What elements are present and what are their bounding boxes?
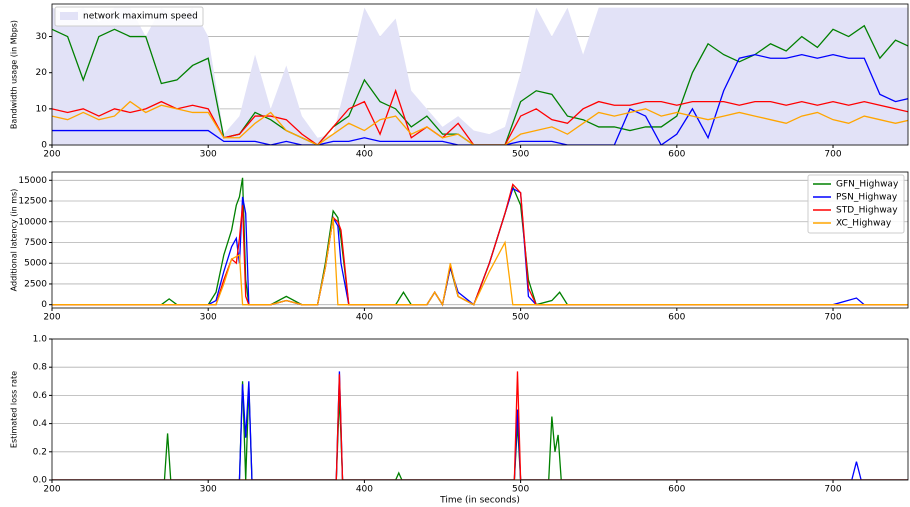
x-tick-label: 400 xyxy=(356,485,373,495)
x-tick-label: 200 xyxy=(43,313,60,323)
y-tick-label: 0 xyxy=(41,141,47,151)
y-axis-label: Estimated loss rate xyxy=(10,371,19,448)
panel: 0.0 0.2 0.4 0.6 0.8 1.0 200 300 400 500 600 700 Esti… xyxy=(10,335,909,506)
x-axis-label: Time (in seconds) xyxy=(439,496,520,506)
plot-area xyxy=(52,7,908,145)
line xyxy=(52,100,908,145)
legend-label: network maximum speed xyxy=(83,12,198,22)
panel: 0 2500 5000 7500 10000 12500 15000 200 300 400 500… xyxy=(10,171,909,323)
plot-area xyxy=(52,177,908,307)
x-tick-label: 300 xyxy=(200,313,217,323)
x-tick-label: 600 xyxy=(668,313,685,323)
x-tick-label: 700 xyxy=(824,313,841,323)
legend-box xyxy=(54,6,204,27)
legend-label: STD_Highway xyxy=(836,206,898,216)
frame xyxy=(51,3,909,146)
x-tick-label: 300 xyxy=(200,150,217,160)
line xyxy=(52,53,908,145)
legend-swatch xyxy=(60,12,78,20)
line xyxy=(52,24,908,145)
x-tick-label: 500 xyxy=(512,150,529,160)
y-axis-label: Bandwidth usage (in Mbps) xyxy=(10,20,19,129)
y-tick-label: 0.0 xyxy=(33,476,48,486)
x-tick-label: 400 xyxy=(356,313,373,323)
x-tick-label: 600 xyxy=(668,150,685,160)
legend-box xyxy=(807,174,905,234)
y-tick-label: 20 xyxy=(36,68,48,78)
x-tick-label: 200 xyxy=(43,485,60,495)
x-tick-label: 300 xyxy=(200,485,217,495)
y-tick-label: 0 xyxy=(41,300,47,310)
y-tick-label: 30 xyxy=(36,32,48,42)
line xyxy=(52,217,908,307)
y-tick-label: 12500 xyxy=(18,197,47,207)
legend-label: GFN_Highway xyxy=(836,180,899,190)
x-tick-label: 500 xyxy=(512,485,529,495)
y-tick-label: 10000 xyxy=(18,217,47,227)
x-tick-label: 700 xyxy=(824,485,841,495)
line xyxy=(52,371,908,480)
x-tick-label: 600 xyxy=(668,485,685,495)
y-tick-label: 1.0 xyxy=(33,335,48,345)
line xyxy=(52,381,908,480)
x-tick-label: 200 xyxy=(43,150,60,160)
y-tick-label: 0.2 xyxy=(33,447,47,457)
legend-label: XC_Highway xyxy=(836,219,892,229)
frame xyxy=(51,171,909,309)
x-tick-label: 500 xyxy=(512,313,529,323)
plot-area xyxy=(52,371,908,480)
y-tick-label: 15000 xyxy=(18,176,47,186)
y-axis-label: Additional latency (in ms) xyxy=(10,189,19,292)
frame xyxy=(51,338,909,481)
y-tick-label: 2500 xyxy=(24,279,47,289)
x-tick-label: 700 xyxy=(824,150,841,160)
y-tick-label: 0.4 xyxy=(33,419,48,429)
legend-label: PSN_Highway xyxy=(836,193,898,203)
x-tick-label: 400 xyxy=(356,150,373,160)
line xyxy=(52,371,908,480)
y-tick-label: 5000 xyxy=(24,259,47,269)
panel: 0 10 20 30 200 300 400 500 600 700 Bandwidth usage… xyxy=(10,3,909,160)
y-tick-label: 0.8 xyxy=(33,363,48,373)
y-tick-label: 0.6 xyxy=(33,391,48,401)
y-tick-label: 10 xyxy=(36,104,48,114)
y-tick-label: 7500 xyxy=(24,238,47,248)
line xyxy=(52,88,908,145)
line xyxy=(52,183,908,307)
